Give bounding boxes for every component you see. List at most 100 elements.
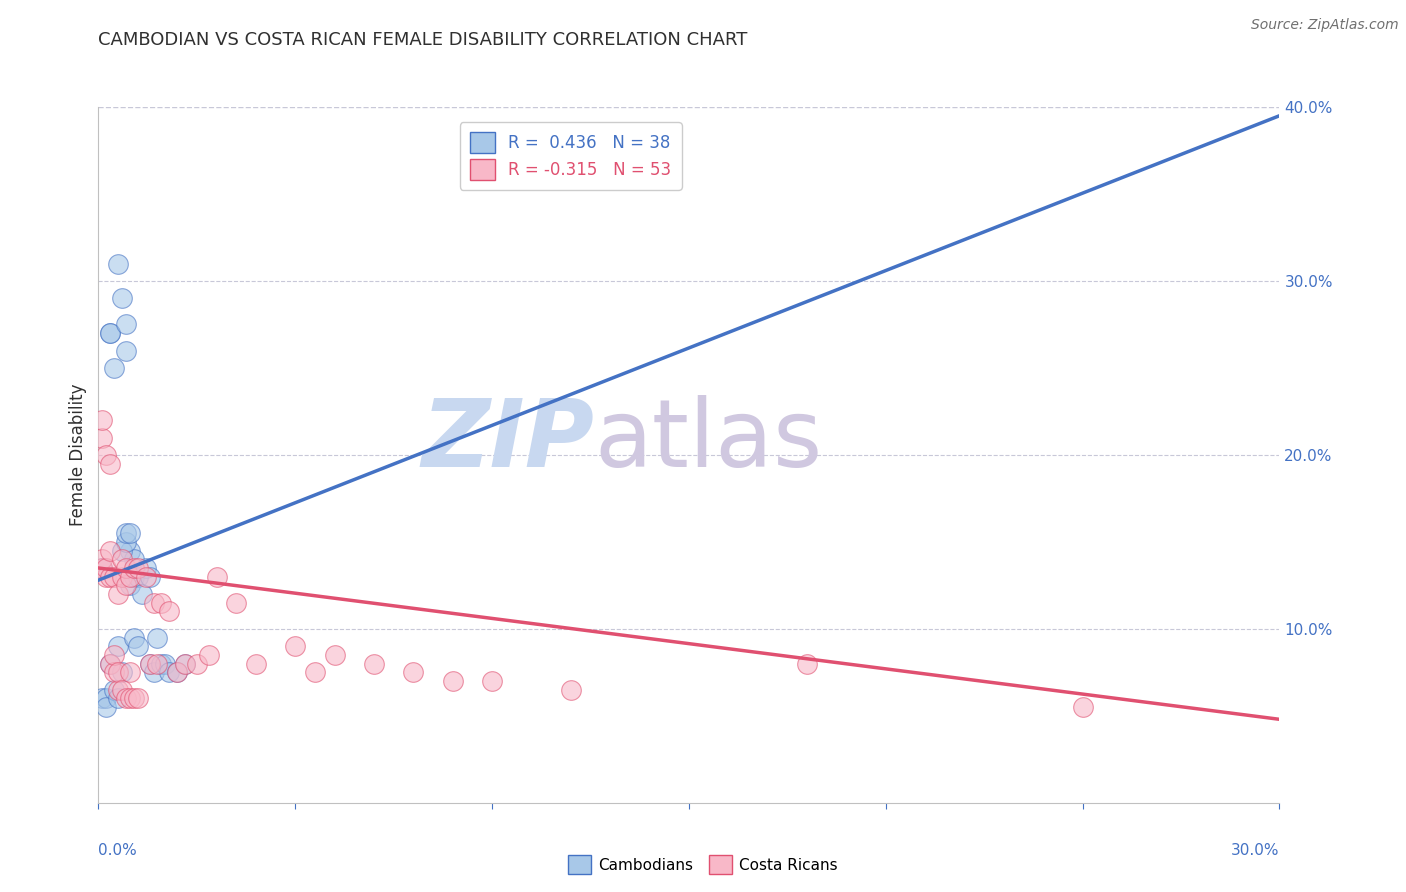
Point xyxy=(115,578,138,592)
Point xyxy=(142,665,165,680)
Text: CAMBODIAN VS COSTA RICAN FEMALE DISABILITY CORRELATION CHART: CAMBODIAN VS COSTA RICAN FEMALE DISABILI… xyxy=(98,31,748,49)
Point xyxy=(98,657,121,671)
Point xyxy=(98,326,121,340)
Point xyxy=(1071,700,1094,714)
Point xyxy=(146,631,169,645)
Point xyxy=(138,657,160,671)
Point xyxy=(96,700,118,714)
Point xyxy=(135,561,157,575)
Point xyxy=(98,570,121,584)
Point xyxy=(91,561,114,575)
Point xyxy=(107,256,129,270)
Point xyxy=(166,665,188,680)
Point xyxy=(107,587,129,601)
Point xyxy=(107,682,129,697)
Point xyxy=(150,657,173,671)
Point xyxy=(127,570,149,584)
Point xyxy=(103,682,125,697)
Point xyxy=(103,665,125,680)
Point xyxy=(135,570,157,584)
Point xyxy=(118,570,141,584)
Point xyxy=(122,691,145,706)
Point xyxy=(127,639,149,653)
Legend: R =  0.436   N = 38, R = -0.315   N = 53: R = 0.436 N = 38, R = -0.315 N = 53 xyxy=(460,122,682,190)
Point xyxy=(138,570,160,584)
Point xyxy=(118,691,141,706)
Point xyxy=(131,587,153,601)
Point xyxy=(96,448,118,462)
Point xyxy=(111,291,134,305)
Point xyxy=(98,457,121,471)
Point xyxy=(560,682,582,697)
Point xyxy=(115,526,138,541)
Y-axis label: Female Disability: Female Disability xyxy=(69,384,87,526)
Point xyxy=(96,691,118,706)
Point xyxy=(157,665,180,680)
Point xyxy=(304,665,326,680)
Point xyxy=(122,631,145,645)
Point xyxy=(118,526,141,541)
Text: Source: ZipAtlas.com: Source: ZipAtlas.com xyxy=(1251,18,1399,32)
Point xyxy=(91,691,114,706)
Point xyxy=(197,648,219,662)
Point xyxy=(146,657,169,671)
Point xyxy=(118,543,141,558)
Point xyxy=(174,657,197,671)
Point xyxy=(98,657,121,671)
Point xyxy=(107,691,129,706)
Point xyxy=(111,570,134,584)
Point xyxy=(441,674,464,689)
Point xyxy=(166,665,188,680)
Point xyxy=(225,596,247,610)
Point xyxy=(91,413,114,427)
Point xyxy=(142,596,165,610)
Point xyxy=(111,665,134,680)
Point xyxy=(103,570,125,584)
Point xyxy=(111,543,134,558)
Point xyxy=(186,657,208,671)
Point xyxy=(111,682,134,697)
Point xyxy=(115,318,138,332)
Point xyxy=(103,648,125,662)
Point xyxy=(122,552,145,566)
Text: atlas: atlas xyxy=(595,395,823,487)
Point xyxy=(96,570,118,584)
Point xyxy=(155,657,177,671)
Point xyxy=(127,691,149,706)
Point xyxy=(91,431,114,445)
Text: 30.0%: 30.0% xyxy=(1232,843,1279,858)
Point xyxy=(796,657,818,671)
Point xyxy=(245,657,267,671)
Point xyxy=(115,561,138,575)
Point xyxy=(157,605,180,619)
Point xyxy=(118,665,141,680)
Point xyxy=(174,657,197,671)
Point xyxy=(205,570,228,584)
Point xyxy=(91,561,114,575)
Point xyxy=(323,648,346,662)
Point xyxy=(138,657,160,671)
Point xyxy=(107,639,129,653)
Point xyxy=(150,596,173,610)
Text: 0.0%: 0.0% xyxy=(98,843,138,858)
Point xyxy=(111,552,134,566)
Point xyxy=(98,543,121,558)
Point xyxy=(122,570,145,584)
Point xyxy=(481,674,503,689)
Point xyxy=(363,657,385,671)
Text: ZIP: ZIP xyxy=(422,395,595,487)
Point xyxy=(115,534,138,549)
Point xyxy=(127,561,149,575)
Point xyxy=(402,665,425,680)
Point xyxy=(115,343,138,358)
Point xyxy=(122,561,145,575)
Point xyxy=(284,639,307,653)
Point xyxy=(103,360,125,375)
Point xyxy=(98,326,121,340)
Point xyxy=(118,578,141,592)
Point xyxy=(91,552,114,566)
Point xyxy=(107,665,129,680)
Legend: Cambodians, Costa Ricans: Cambodians, Costa Ricans xyxy=(562,849,844,880)
Point xyxy=(96,561,118,575)
Point xyxy=(115,691,138,706)
